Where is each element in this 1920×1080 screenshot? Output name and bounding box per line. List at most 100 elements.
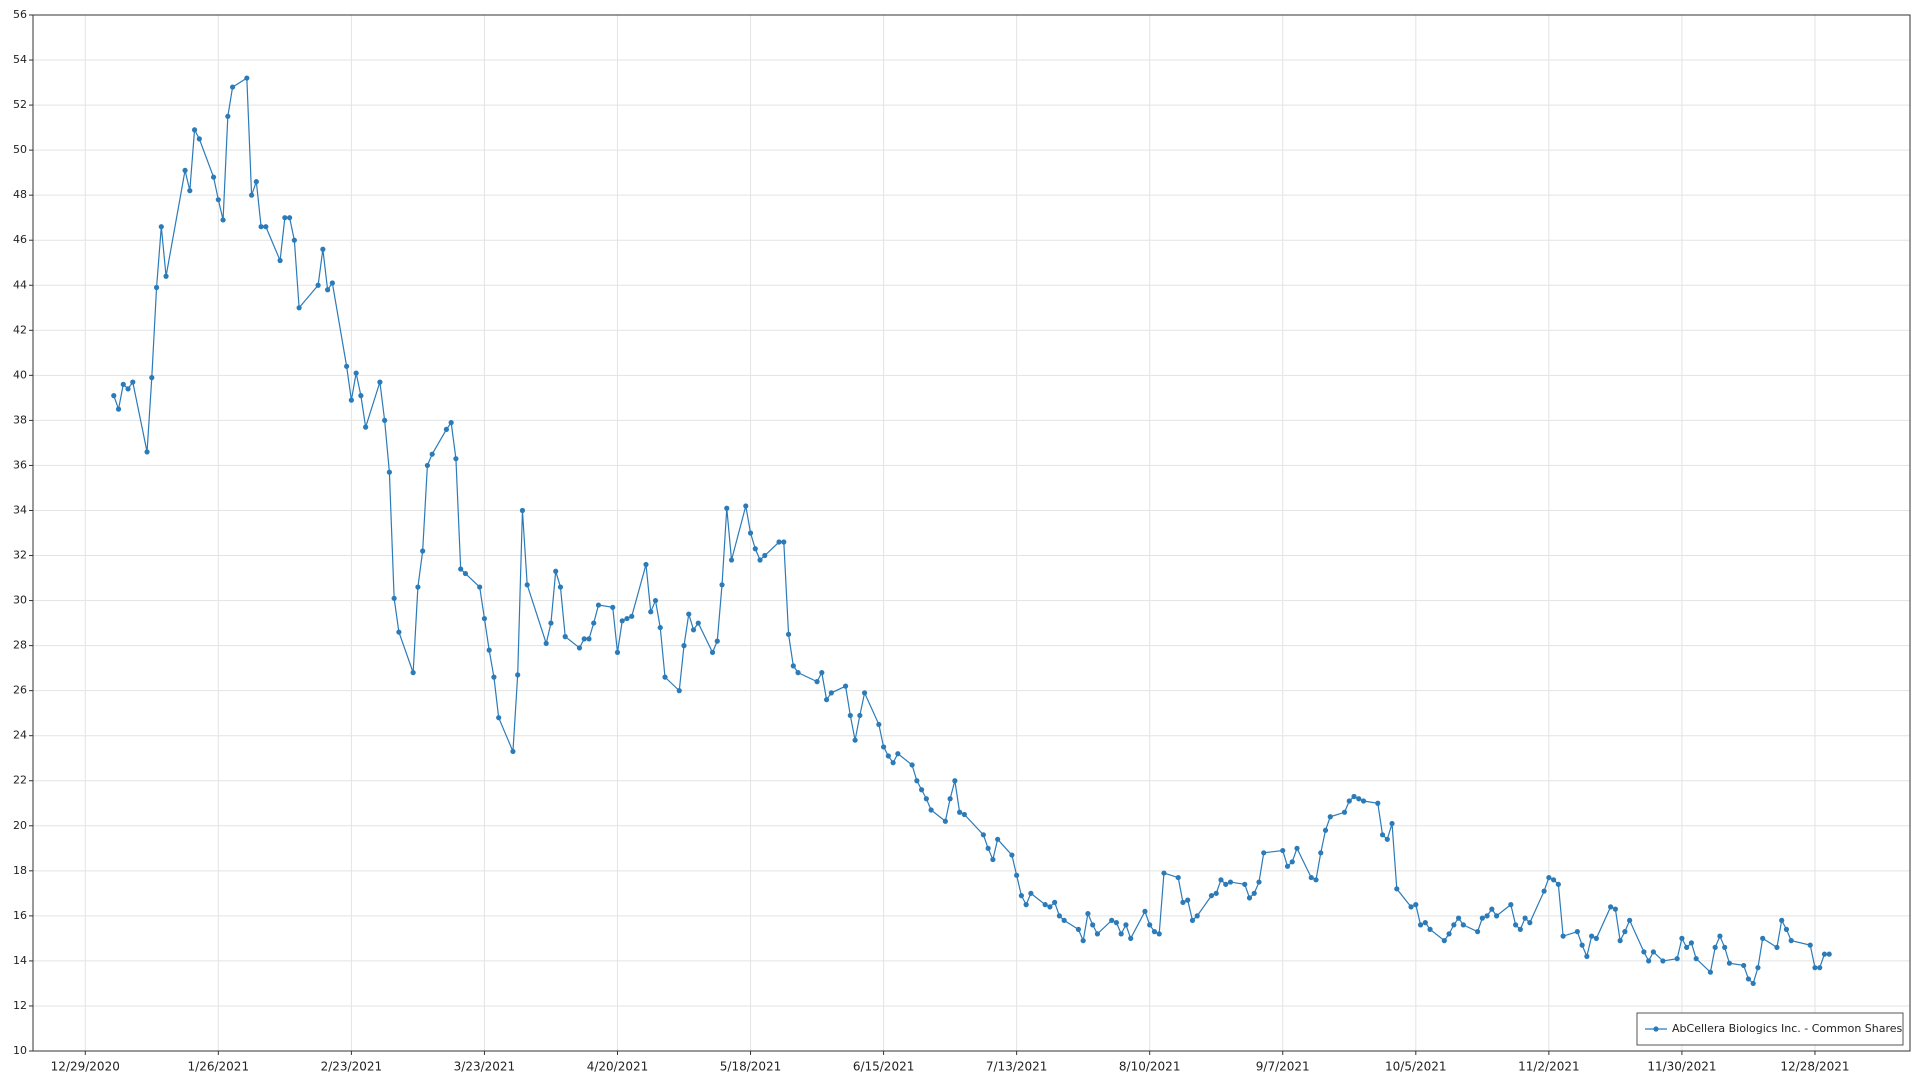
x-tick-label: 7/13/2021 [986,1060,1048,1074]
point [291,237,297,243]
y-tick-label: 14 [13,954,27,967]
point [576,645,583,651]
x-tick-label: 1/26/2021 [188,1060,250,1074]
point [1712,944,1718,951]
point [714,638,720,644]
point [1080,938,1086,944]
x-tick-label: 12/28/2021 [1780,1060,1849,1074]
point [610,604,616,610]
point [1180,899,1186,905]
point [1622,929,1628,935]
point [453,456,459,462]
x-tick-label: 9/7/2021 [1256,1060,1310,1074]
point [410,670,416,676]
x-tick-label: 2/23/2021 [321,1060,383,1074]
point [1517,926,1523,932]
point [486,647,492,653]
point [1142,908,1148,914]
point [747,530,754,536]
point [1584,953,1590,960]
point [1175,874,1181,881]
point [1484,913,1490,919]
point [1460,922,1466,928]
point [1194,913,1200,919]
point [215,197,221,203]
point [790,663,796,669]
point [785,631,792,637]
point [1341,809,1348,815]
point [795,670,801,676]
point [225,113,231,119]
point [947,796,953,802]
point [1042,902,1048,908]
point [619,618,625,624]
point [852,737,858,743]
point [1023,902,1029,908]
point [1327,814,1333,820]
point [1446,931,1452,937]
point [149,375,155,381]
x-tick-label: 3/23/2021 [454,1060,516,1074]
point [1593,935,1599,941]
point [1760,935,1766,941]
point [386,469,392,475]
y-tick-label: 52 [13,98,27,111]
point [1679,935,1685,941]
x-tick-label: 8/10/2021 [1119,1060,1181,1074]
x-tick-label: 11/2/2021 [1518,1060,1580,1074]
point [1688,940,1695,946]
point [253,179,259,185]
point [1246,895,1253,901]
point [1052,899,1058,905]
point [282,215,288,221]
point [724,505,730,511]
point [595,602,602,608]
point [885,753,891,759]
point [1014,872,1020,878]
point [614,649,621,655]
y-tick-label: 22 [13,774,27,787]
point [325,287,331,293]
point [957,809,963,815]
point [1741,962,1747,969]
point [643,561,649,568]
point [496,715,502,721]
point [420,548,426,554]
point [990,856,996,863]
point [581,636,587,642]
point [277,257,283,264]
y-tick-label: 54 [13,53,27,66]
point [443,426,450,432]
point [709,649,716,655]
point [510,748,516,755]
point [1161,870,1167,876]
point [1717,933,1723,939]
point [1408,904,1414,910]
point [1522,915,1528,921]
point [548,620,554,626]
point [1726,960,1733,966]
point [1493,913,1500,919]
point [1085,911,1091,917]
point [1289,859,1295,865]
point [1660,958,1666,964]
legend: AbCellera Biologics Inc. - Common Shares [1636,1012,1904,1046]
point [1826,951,1832,957]
point [1774,944,1780,951]
point [1113,920,1120,926]
point [1574,929,1580,935]
x-tick-label: 4/20/2021 [587,1060,649,1074]
point [1308,874,1314,881]
point [1650,949,1656,955]
point [1807,942,1813,948]
point [111,393,117,399]
point [1261,850,1267,856]
y-tick-label: 20 [13,819,27,832]
point [415,584,421,590]
x-tick-label: 5/18/2021 [720,1060,782,1074]
point [1018,893,1024,899]
y-tick-label: 38 [13,413,27,426]
point [358,393,364,399]
